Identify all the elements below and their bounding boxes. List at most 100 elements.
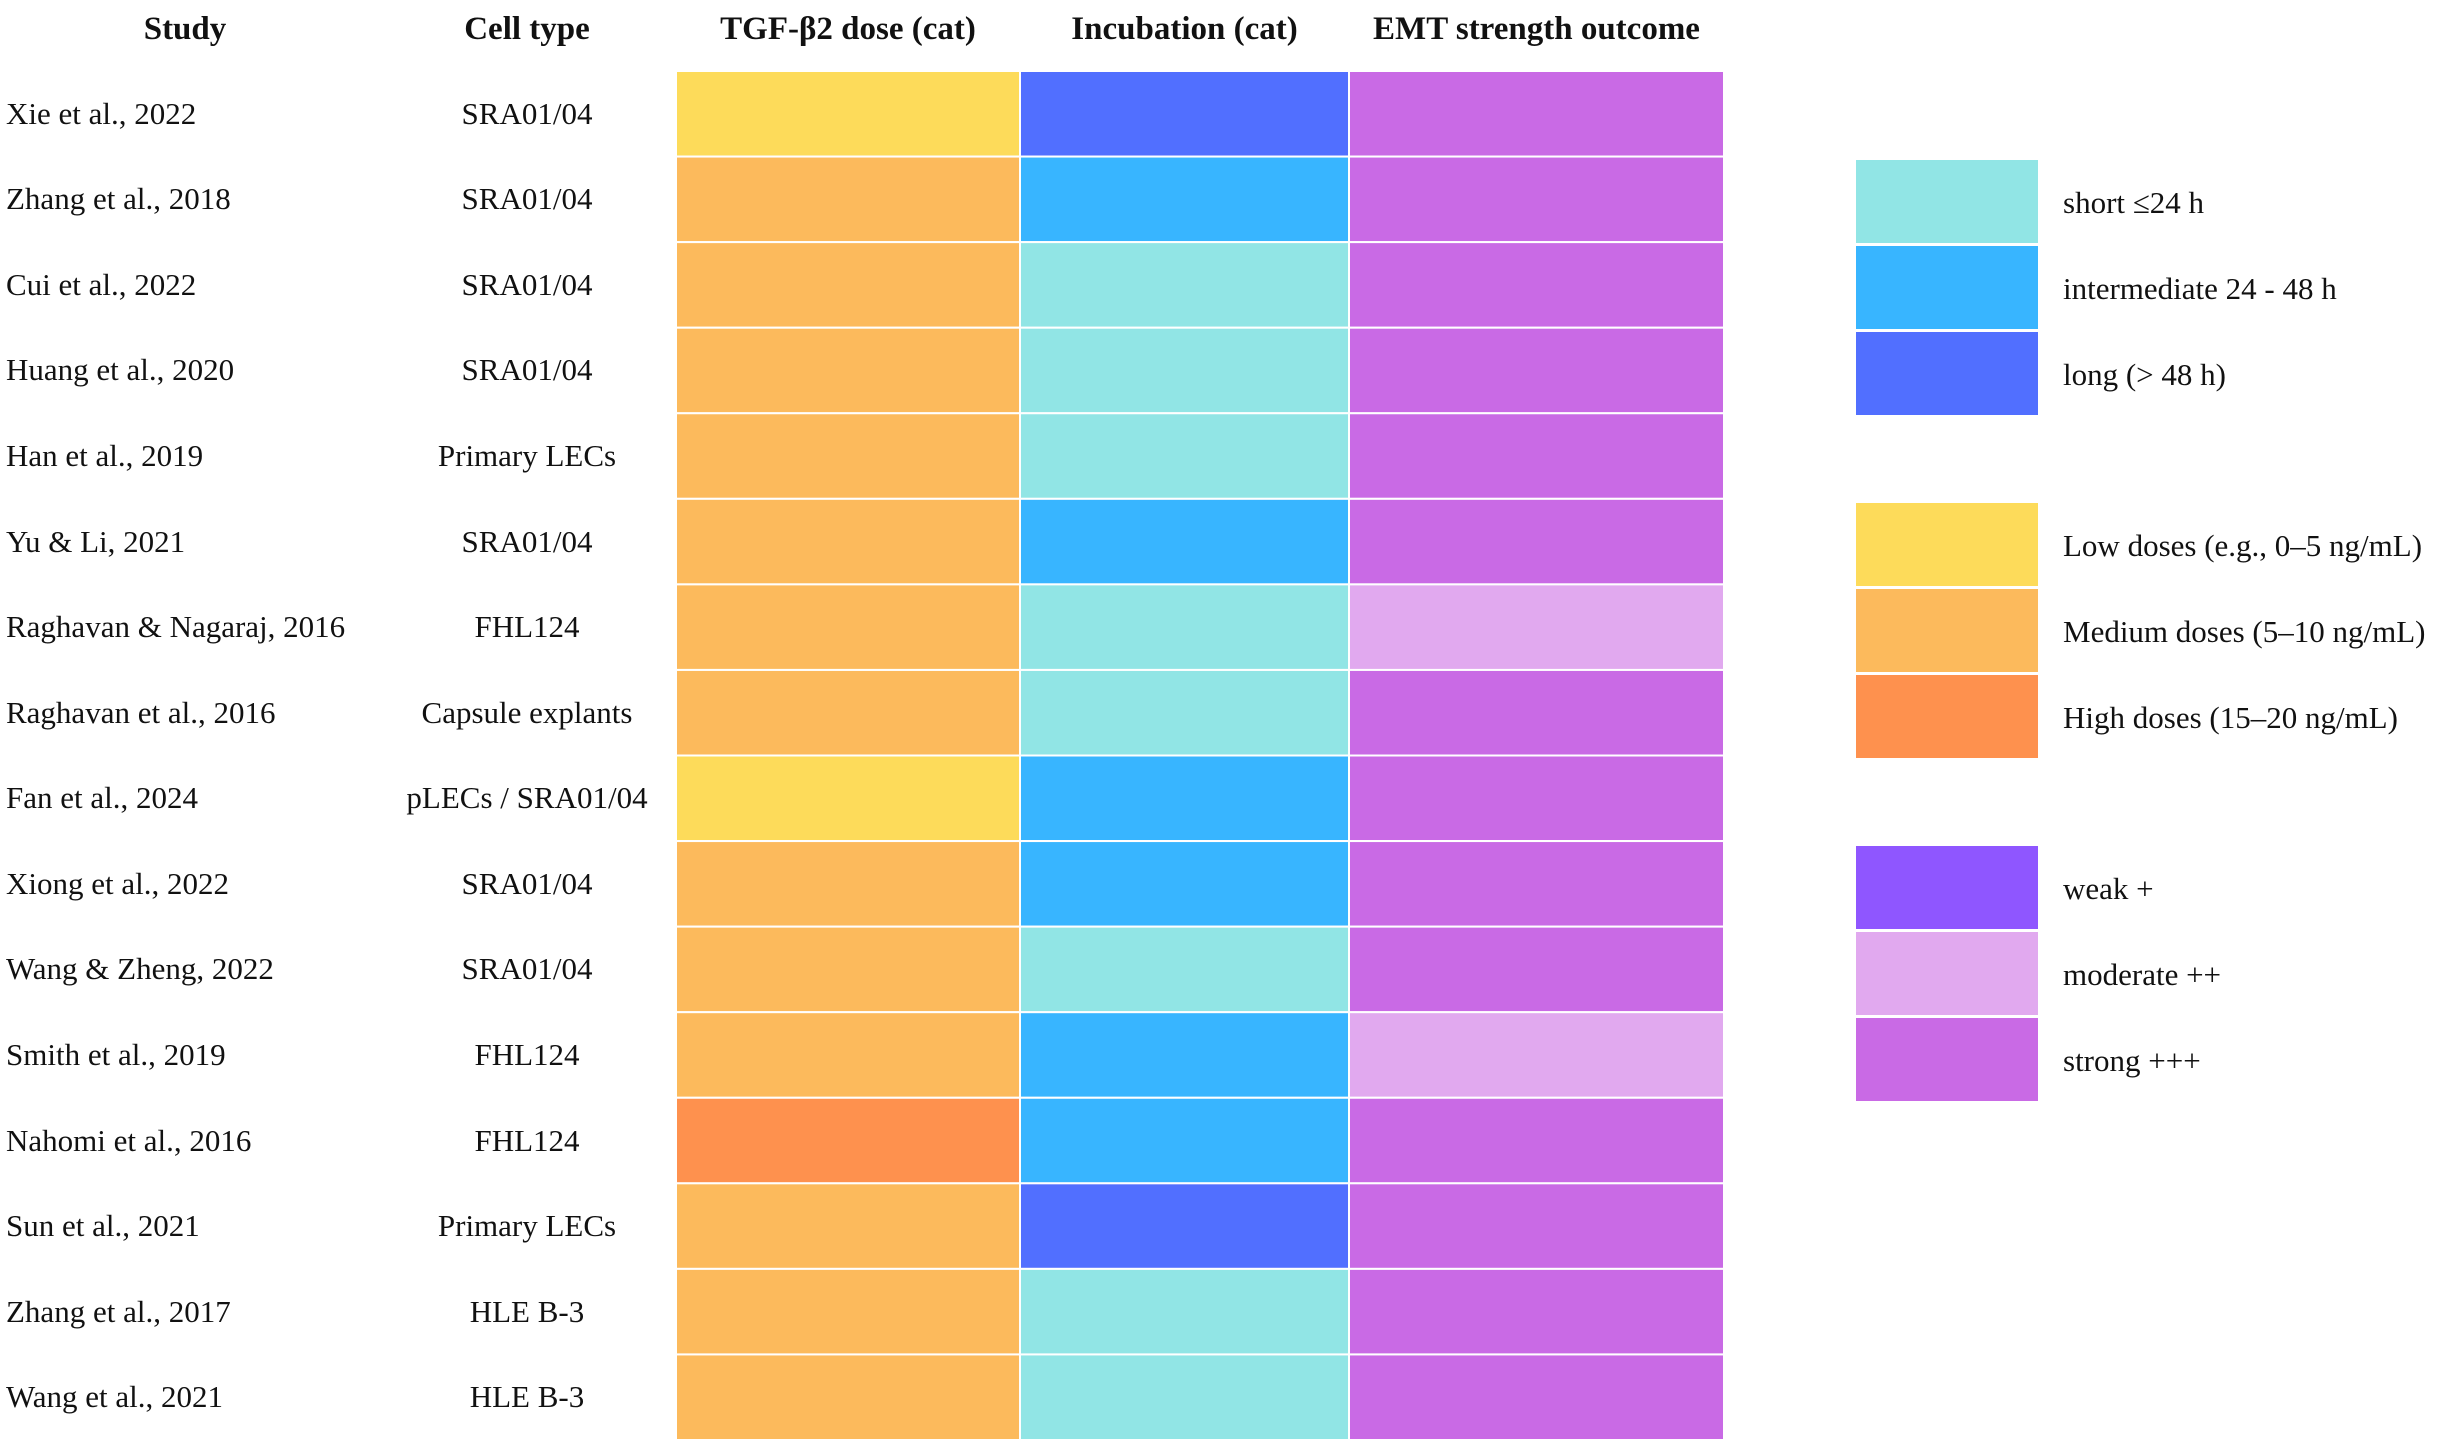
heatmap-cell-dose xyxy=(675,1353,1021,1441)
cell-type-label: FHL124 xyxy=(474,609,580,645)
legend-label-low: Low doses (e.g., 0–5 ng/mL) xyxy=(2063,528,2423,563)
header-incubation: Incubation (cat) xyxy=(1071,11,1298,47)
legend-label-strong: strong +++ xyxy=(2063,1043,2201,1078)
cell-type-label: Capsule explants xyxy=(421,694,633,730)
study-label: Fan et al., 2024 xyxy=(6,780,198,816)
study-label: Zhang et al., 2017 xyxy=(6,1293,231,1329)
heatmap-cell-incubation xyxy=(1019,754,1350,843)
legend-swatch-low xyxy=(1856,503,2038,589)
heatmap-cell-emt xyxy=(1348,1267,1725,1356)
heatmap-cell-emt xyxy=(1348,241,1725,329)
heatmap-cell-incubation xyxy=(1019,241,1350,329)
heatmap-cell-emt xyxy=(1348,497,1725,586)
heatmap-cell-incubation xyxy=(1019,1353,1350,1441)
legend-swatch-moderate xyxy=(1856,932,2038,1018)
legend-swatch-weak xyxy=(1856,846,2038,932)
heatmap-cell-dose xyxy=(675,754,1021,843)
heatmap-cell-incubation xyxy=(1019,497,1350,586)
heatmap-cell-emt xyxy=(1348,583,1725,671)
heatmap-cell-dose xyxy=(675,583,1021,671)
heatmap-cell-dose xyxy=(675,497,1021,586)
heatmap-cell-emt xyxy=(1348,668,1725,757)
cell-type-label: SRA01/04 xyxy=(461,865,593,901)
legend-label-medium: Medium doses (5–10 ng/mL) xyxy=(2063,614,2426,649)
cell-type-label: HLE B-3 xyxy=(469,1293,585,1329)
heatmap-cell-emt xyxy=(1348,70,1725,158)
legend-label-moderate: moderate ++ xyxy=(2063,957,2222,992)
heatmap-cell-dose xyxy=(675,1096,1021,1185)
heatmap-cell-dose xyxy=(675,1182,1021,1270)
heatmap-cell-incubation xyxy=(1019,583,1350,671)
heatmap-cell-dose xyxy=(675,70,1021,158)
header-dose: TGF-β2 dose (cat) xyxy=(720,11,976,47)
heatmap-cell-emt xyxy=(1348,412,1725,500)
legend-swatch-medium xyxy=(1856,589,2038,675)
header-study: Study xyxy=(143,11,227,47)
heatmap-cell-dose xyxy=(675,1267,1021,1356)
heatmap-cell-emt xyxy=(1348,1182,1725,1270)
cell-type-label: Primary LECs xyxy=(437,438,617,474)
cell-type-label: SRA01/04 xyxy=(461,266,593,302)
header-cell-type: Cell type xyxy=(464,11,590,47)
study-label: Huang et al., 2020 xyxy=(6,352,235,388)
legend-swatch-long xyxy=(1856,332,2038,418)
heatmap-cell-incubation xyxy=(1019,840,1350,928)
heatmap-cell-emt xyxy=(1348,840,1725,928)
heatmap-cell-dose xyxy=(675,925,1021,1014)
heatmap-cell-emt xyxy=(1348,1011,1725,1099)
legend-label-intermediate: intermediate 24 - 48 h xyxy=(2063,271,2337,306)
heatmap-cell-emt xyxy=(1348,754,1725,843)
study-label: Raghavan et al., 2016 xyxy=(6,694,276,730)
study-label: Wang et al., 2021 xyxy=(6,1379,224,1415)
heatmap-cell-dose xyxy=(675,326,1021,415)
study-label: Xie et al., 2022 xyxy=(6,95,197,131)
heatmap-cell-incubation xyxy=(1019,412,1350,500)
heatmap-cell-dose xyxy=(675,840,1021,928)
study-label: Sun et al., 2021 xyxy=(6,1208,200,1244)
heatmap-cell-incubation xyxy=(1019,326,1350,415)
study-label: Xiong et al., 2022 xyxy=(6,865,229,901)
legend-swatch-strong xyxy=(1856,1018,2038,1104)
study-label: Yu & Li, 2021 xyxy=(6,523,186,559)
header-emt: EMT strength outcome xyxy=(1373,11,1700,47)
heatmap-cell-emt xyxy=(1348,326,1725,415)
heatmap-cell-incubation xyxy=(1019,1267,1350,1356)
heatmap-cell-dose xyxy=(675,155,1021,244)
heatmap-cell-incubation xyxy=(1019,155,1350,244)
cell-type-label: SRA01/04 xyxy=(461,181,593,217)
cell-type-label: Primary LECs xyxy=(437,1208,617,1244)
heatmap-cell-emt xyxy=(1348,155,1725,244)
cell-type-label: SRA01/04 xyxy=(461,951,593,987)
heatmap-cell-emt xyxy=(1348,1353,1725,1441)
legend-label-weak: weak + xyxy=(2063,871,2154,906)
study-label: Zhang et al., 2018 xyxy=(6,181,231,217)
legend-swatch-short xyxy=(1856,160,2038,246)
study-label: Raghavan & Nagaraj, 2016 xyxy=(6,609,346,645)
cell-type-label: SRA01/04 xyxy=(461,95,593,131)
heatmap-cell-dose xyxy=(675,1011,1021,1099)
cell-type-label: pLECs / SRA01/04 xyxy=(406,780,648,816)
cell-type-label: HLE B-3 xyxy=(469,1379,585,1415)
legend-label-short: short ≤24 h xyxy=(2063,185,2205,220)
heatmap-cell-incubation xyxy=(1019,70,1350,158)
legend-swatch-high xyxy=(1856,675,2038,761)
heatmap-cell-dose xyxy=(675,668,1021,757)
heatmap-cell-emt xyxy=(1348,925,1725,1014)
heatmap-cell-incubation xyxy=(1019,668,1350,757)
study-label: Han et al., 2019 xyxy=(6,438,204,474)
legend-label-long: long (> 48 h) xyxy=(2063,357,2226,392)
heatmap-cell-dose xyxy=(675,241,1021,329)
heatmap-cell-incubation xyxy=(1019,1096,1350,1185)
legend-label-high: High doses (15–20 ng/mL) xyxy=(2063,700,2398,735)
study-label: Smith et al., 2019 xyxy=(6,1036,226,1072)
cell-type-label: SRA01/04 xyxy=(461,352,593,388)
cell-type-label: FHL124 xyxy=(474,1036,580,1072)
study-label: Cui et al., 2022 xyxy=(6,266,197,302)
heatmap-cell-emt xyxy=(1348,1096,1725,1185)
cell-type-label: SRA01/04 xyxy=(461,523,593,559)
legend-swatch-intermediate xyxy=(1856,246,2038,332)
heatmap-cell-incubation xyxy=(1019,1011,1350,1099)
cell-type-label: FHL124 xyxy=(474,1122,580,1158)
study-label: Nahomi et al., 2016 xyxy=(6,1122,252,1158)
